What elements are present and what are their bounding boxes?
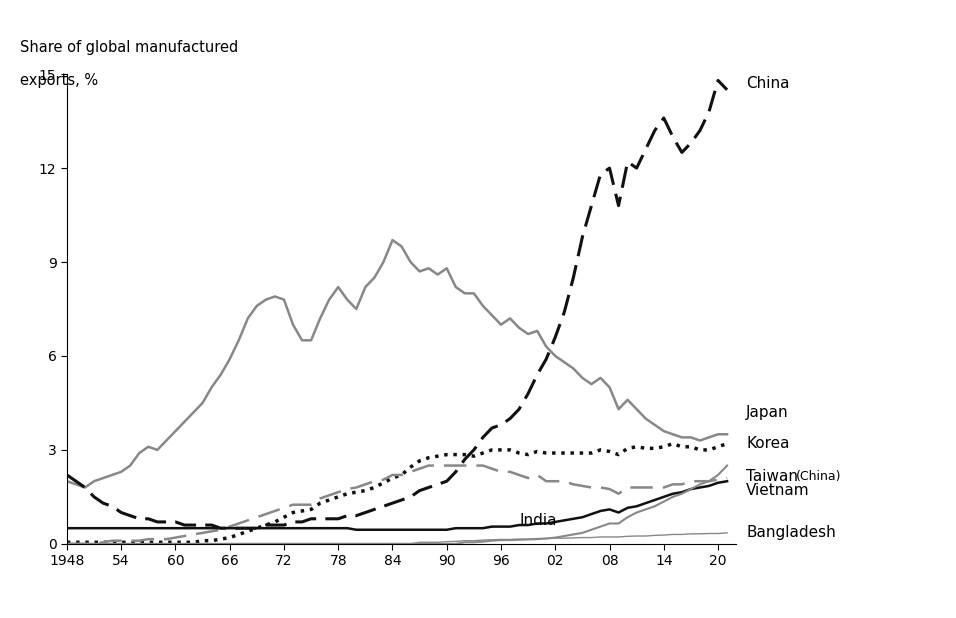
Text: Taiwan: Taiwan bbox=[746, 469, 798, 484]
Text: Korea: Korea bbox=[746, 436, 790, 451]
Text: India: India bbox=[519, 513, 556, 528]
Text: exports, %: exports, % bbox=[20, 74, 98, 88]
Text: Bangladesh: Bangladesh bbox=[746, 525, 836, 540]
Text: Share of global manufactured: Share of global manufactured bbox=[20, 40, 238, 56]
Text: (China): (China) bbox=[796, 470, 842, 483]
Text: Japan: Japan bbox=[746, 405, 789, 420]
Text: Vietnam: Vietnam bbox=[746, 483, 810, 498]
Text: China: China bbox=[746, 76, 790, 91]
